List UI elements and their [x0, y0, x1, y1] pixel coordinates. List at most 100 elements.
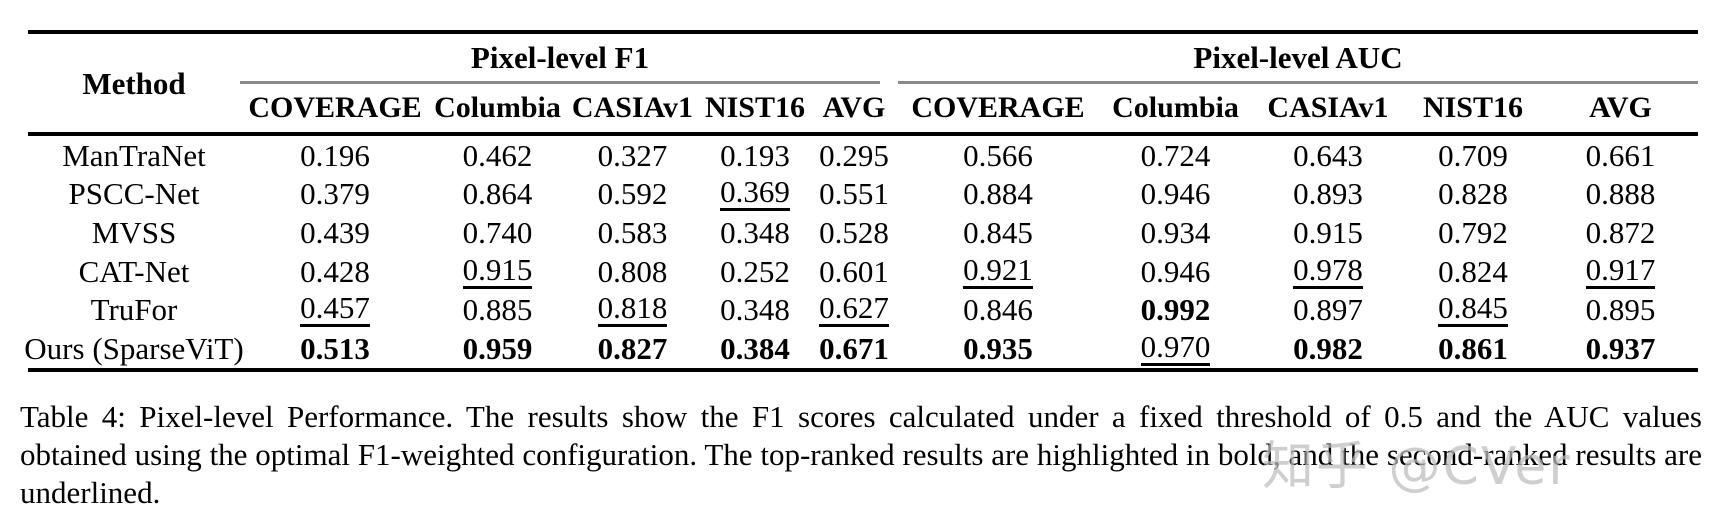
value-cell: 0.846 [898, 290, 1098, 329]
method-cell: TruFor [90, 292, 178, 328]
value-text: 0.915 [462, 251, 533, 289]
value-cell: 0.934 [1098, 213, 1253, 252]
value-text: 0.379 [300, 176, 370, 212]
value-text: 0.513 [300, 330, 370, 366]
col-header-f1-columbia: Columbia [434, 91, 561, 124]
value-text: 0.888 [1585, 176, 1656, 212]
value-text: 0.921 [963, 251, 1033, 289]
value-text: 0.946 [1140, 253, 1211, 289]
header-bottom-rule [28, 132, 1698, 136]
value-text: 0.439 [300, 214, 370, 250]
method-cell: ManTraNet [62, 137, 206, 173]
value-cell: 0.566 [898, 136, 1098, 175]
value-cell: 0.643 [1253, 136, 1403, 175]
value-text: 0.893 [1293, 176, 1363, 212]
value-cell: 0.627 [810, 290, 898, 329]
col-header-f1-coverage: COVERAGE [248, 91, 422, 124]
value-cell: 0.935 [898, 329, 1098, 368]
col-header-f1-casiav1: CASIAv1 [571, 91, 694, 124]
value-text: 0.915 [1293, 214, 1363, 250]
value-cell: 0.709 [1403, 136, 1543, 175]
value-text: 0.935 [963, 330, 1033, 366]
value-text: 0.864 [462, 176, 533, 212]
value-cell: 0.917 [1543, 252, 1698, 291]
value-cell: 0.978 [1253, 252, 1403, 291]
value-cell: 0.457 [240, 290, 430, 329]
value-cell: 0.592 [565, 175, 700, 214]
table-caption: Table 4: Pixel-level Performance. The re… [20, 399, 1702, 510]
value-text: 0.327 [597, 137, 668, 173]
value-cell: 0.946 [1098, 175, 1253, 214]
col-header-auc-nist16: NIST16 [1422, 91, 1524, 124]
value-cell: 0.551 [810, 175, 898, 214]
value-text: 0.884 [963, 176, 1033, 212]
method-column-header: Method [82, 65, 186, 101]
group-header-pixel-auc: Pixel-level AUC [898, 34, 1698, 84]
value-text: 0.824 [1438, 253, 1508, 289]
value-text: 0.671 [819, 330, 889, 366]
value-text: 0.592 [597, 176, 668, 212]
value-cell: 0.893 [1253, 175, 1403, 214]
value-text: 0.808 [597, 253, 668, 289]
value-text: 0.959 [462, 330, 533, 366]
value-cell: 0.528 [810, 213, 898, 252]
col-header-f1-avg: AVG [822, 91, 886, 124]
group-header-pixel-f1: Pixel-level F1 [240, 34, 880, 84]
value-text: 0.846 [963, 292, 1033, 328]
value-cell: 0.740 [430, 213, 565, 252]
value-cell: 0.937 [1543, 329, 1698, 368]
value-text: 0.917 [1585, 251, 1656, 289]
value-text: 0.885 [462, 292, 533, 328]
value-cell: 0.327 [565, 136, 700, 175]
value-cell: 0.946 [1098, 252, 1253, 291]
value-text: 0.937 [1585, 330, 1656, 366]
value-text: 0.627 [819, 290, 889, 328]
value-text: 0.428 [300, 253, 370, 289]
value-text: 0.740 [462, 214, 533, 250]
value-text: 0.193 [720, 137, 790, 173]
value-cell: 0.462 [430, 136, 565, 175]
value-text: 0.792 [1438, 214, 1508, 250]
value-cell: 0.959 [430, 329, 565, 368]
value-cell: 0.384 [700, 329, 810, 368]
value-text: 0.348 [720, 292, 790, 328]
value-text: 0.845 [963, 214, 1033, 250]
value-cell: 0.895 [1543, 290, 1698, 329]
value-cell: 0.921 [898, 252, 1098, 291]
value-cell: 0.828 [1403, 175, 1543, 214]
value-cell: 0.661 [1543, 136, 1698, 175]
value-cell: 0.818 [565, 290, 700, 329]
value-text: 0.295 [819, 137, 889, 173]
value-text: 0.861 [1438, 330, 1508, 366]
method-cell: Ours (SparseViT) [24, 330, 244, 366]
value-cell: 0.970 [1098, 329, 1253, 368]
method-cell: CAT-Net [78, 253, 190, 289]
value-text: 0.369 [720, 174, 790, 212]
value-text: 0.724 [1140, 137, 1211, 173]
value-text: 0.457 [300, 290, 370, 328]
value-cell: 0.295 [810, 136, 898, 175]
value-text: 0.845 [1438, 290, 1508, 328]
value-cell: 0.513 [240, 329, 430, 368]
col-header-f1-nist16: NIST16 [704, 91, 806, 124]
value-cell: 0.724 [1098, 136, 1253, 175]
value-text: 0.601 [819, 253, 889, 289]
value-cell: 0.861 [1403, 329, 1543, 368]
value-cell: 0.439 [240, 213, 430, 252]
value-cell: 0.824 [1403, 252, 1543, 291]
value-text: 0.818 [597, 290, 668, 328]
value-text: 0.462 [462, 137, 533, 173]
value-cell: 0.884 [898, 175, 1098, 214]
value-text: 0.661 [1585, 137, 1656, 173]
value-text: 0.348 [720, 214, 790, 250]
method-cell: MVSS [91, 214, 177, 250]
value-text: 0.827 [597, 330, 668, 366]
method-cell: PSCC-Net [68, 176, 200, 212]
value-cell: 0.196 [240, 136, 430, 175]
value-text: 0.528 [819, 214, 889, 250]
value-text: 0.566 [963, 137, 1033, 173]
value-text: 0.196 [300, 137, 370, 173]
value-text: 0.895 [1585, 292, 1656, 328]
value-text: 0.978 [1293, 251, 1363, 289]
results-table: Method Pixel-level F1 Pixel-level AUC CO… [24, 30, 1698, 372]
